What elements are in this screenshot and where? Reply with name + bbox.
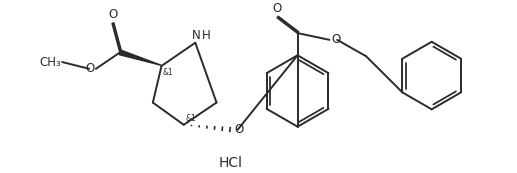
- Text: O: O: [235, 123, 244, 136]
- Text: &1: &1: [162, 68, 173, 77]
- Text: O: O: [331, 33, 341, 46]
- Text: CH₃: CH₃: [39, 56, 61, 69]
- Text: HCl: HCl: [219, 156, 243, 170]
- Text: O: O: [109, 8, 118, 21]
- Polygon shape: [119, 50, 162, 65]
- Text: O: O: [86, 62, 95, 75]
- Text: N: N: [192, 29, 201, 42]
- Text: O: O: [272, 2, 282, 15]
- Text: H: H: [202, 29, 211, 42]
- Text: &1: &1: [186, 114, 196, 123]
